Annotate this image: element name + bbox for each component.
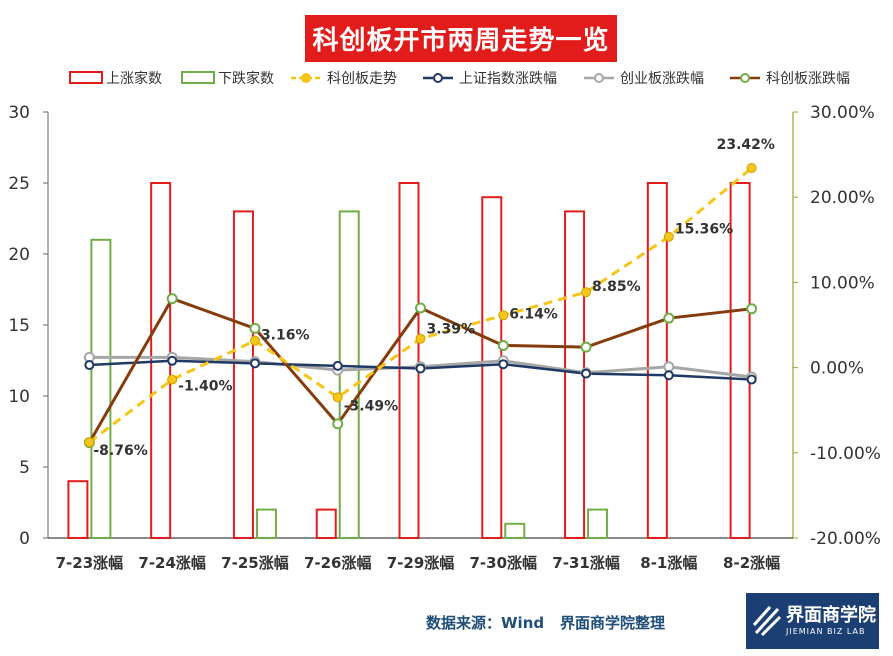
y-left-tick-label: 20 [8, 245, 30, 265]
x-tick-label: 8-2涨幅 [723, 554, 780, 572]
brand-logo: 界面商学院 JIEMIAN BIZ LAB [746, 593, 879, 649]
point-shanghai [249, 358, 260, 369]
y-right-tick-label: -10.00% [810, 444, 881, 464]
bar-up-count [646, 182, 668, 539]
bar-down-count [255, 508, 277, 540]
point-star-trend [332, 392, 343, 403]
y-left-tick-label: 15 [8, 316, 30, 336]
point-star-trend [498, 310, 509, 321]
bar-down-count [338, 210, 360, 539]
point-shanghai [167, 355, 178, 366]
x-tick-label: 7-23涨幅 [56, 554, 124, 572]
data-label-star-trend: 3.39% [427, 322, 476, 338]
point-shanghai [84, 360, 95, 371]
data-label-star-trend: -1.40% [178, 379, 232, 395]
data-label-star-trend: -8.76% [93, 443, 147, 459]
point-star-trend [415, 333, 426, 344]
y-right-tick-label: 20.00% [810, 188, 875, 208]
logo-text: 界面商学院 [786, 605, 876, 626]
bar-up-count [315, 508, 337, 540]
legend-marker [594, 73, 604, 83]
y-left-tick-label: 0 [19, 529, 30, 549]
point-star-change [332, 418, 344, 430]
bar-up-count [232, 210, 254, 539]
y-right-tick-label: -20.00% [810, 529, 881, 549]
data-label-star-trend: 6.14% [509, 306, 558, 322]
point-chinext [663, 361, 675, 373]
point-star-trend [663, 231, 674, 242]
point-shanghai [498, 359, 509, 370]
legend-marker [740, 73, 750, 83]
legend-label: 科创板走势 [327, 71, 397, 87]
bar-up-count [481, 196, 503, 539]
point-star-change [415, 302, 426, 314]
x-tick-label: 7-24涨幅 [138, 554, 206, 572]
legend-label: 创业板涨跌幅 [620, 71, 704, 87]
data-label-star-trend: 23.42% [717, 137, 775, 153]
data-label-star-trend: -3.49% [344, 398, 398, 414]
y-left-tick-label: 5 [19, 458, 30, 478]
y-left-tick-label: 30 [8, 103, 30, 123]
bar-down-count [587, 508, 609, 540]
data-label-star-trend: 8.85% [592, 279, 641, 295]
legend-swatch [181, 71, 215, 84]
legend-label: 下跌家数 [218, 70, 274, 87]
bar-up-count [67, 480, 89, 540]
bar-up-count [398, 182, 420, 539]
bar-down-count [504, 522, 526, 539]
x-tick-label: 7-31涨幅 [552, 554, 620, 572]
legend-label: 上涨家数 [106, 70, 162, 87]
logo-mark-icon [752, 606, 782, 637]
legend-label: 上证指数涨跌幅 [459, 71, 557, 87]
data-source: 数据来源：Wind [426, 614, 545, 632]
organizer-note: 界面商学院整理 [560, 614, 666, 632]
point-star-change [249, 322, 261, 334]
bar-down-count [90, 238, 112, 540]
x-tick-label: 7-29涨幅 [387, 554, 455, 572]
point-star-trend [249, 335, 260, 346]
y-right-tick-label: 0.00% [810, 359, 864, 379]
point-shanghai [663, 370, 674, 381]
point-star-trend [746, 163, 757, 174]
x-tick-label: 8-1涨幅 [640, 554, 697, 572]
y-left-tick-label: 10 [8, 387, 30, 407]
y-right-tick-label: 30.00% [810, 103, 875, 123]
point-star-change [497, 339, 509, 351]
x-tick-label: 7-26涨幅 [304, 554, 372, 572]
point-star-trend [581, 287, 592, 298]
point-star-trend [84, 437, 95, 448]
lines [83, 163, 758, 449]
legend-swatch [69, 71, 103, 84]
x-tick-label: 7-25涨幅 [221, 554, 289, 572]
point-shanghai [415, 363, 426, 374]
data-label-star-trend: 3.16% [261, 328, 310, 344]
point-star-trend [167, 374, 178, 385]
point-star-change [746, 303, 758, 315]
legend-marker [301, 73, 311, 83]
y-right-tick-label: 10.00% [810, 273, 875, 293]
y-left-tick-label: 25 [8, 174, 30, 194]
x-tick-label: 7-30涨幅 [470, 554, 538, 572]
point-star-change [166, 293, 178, 305]
legend: 上涨家数 下跌家数 科创板走势 上证指数涨跌幅 创业板涨跌幅 科创板涨跌幅 [69, 70, 850, 87]
data-labels: -8.76% -1.40% 3.16% -3.49% 3.39% 6.14% 8.85% 15… [93, 137, 775, 459]
point-star-change [580, 341, 592, 353]
bars [67, 182, 751, 540]
axes: 0 5 10 15 20 25 30 -20.00% -10.00% 0.00% 10.00% 20.… [8, 103, 881, 572]
bar-up-count [729, 182, 751, 539]
logo-subtext: JIEMIAN BIZ LAB [786, 627, 866, 636]
point-shanghai [332, 360, 343, 371]
point-shanghai [581, 368, 592, 379]
point-shanghai [746, 374, 757, 385]
legend-label: 科创板涨跌幅 [766, 71, 850, 87]
point-star-change [663, 312, 675, 324]
legend-marker [433, 73, 443, 83]
data-label-star-trend: 15.36% [675, 222, 733, 238]
chart-title: 科创板开市两周走势一览 [305, 15, 617, 62]
